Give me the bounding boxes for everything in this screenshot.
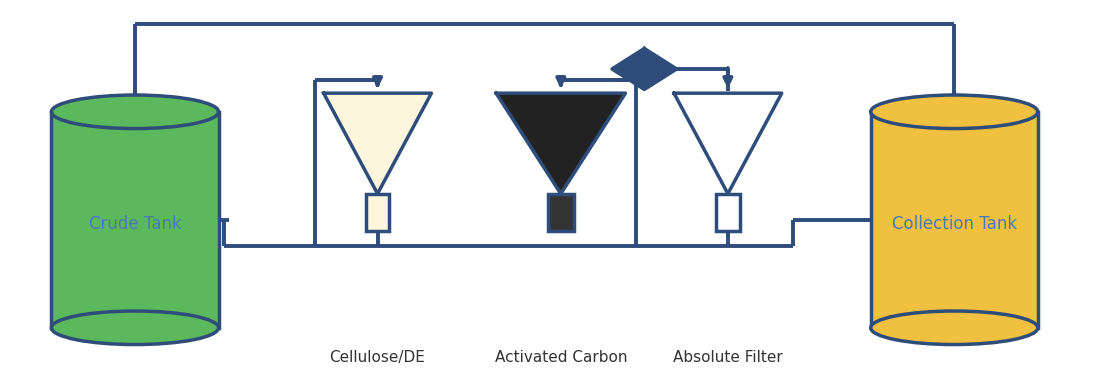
Bar <box>548 194 574 231</box>
Polygon shape <box>323 93 431 194</box>
Polygon shape <box>612 49 676 89</box>
Text: Collection Tank: Collection Tank <box>892 215 1016 233</box>
Text: Absolute Filter: Absolute Filter <box>673 350 783 365</box>
Ellipse shape <box>52 95 219 128</box>
Text: Cellulose/DE: Cellulose/DE <box>330 350 426 365</box>
Ellipse shape <box>871 95 1037 128</box>
Bar <box>871 112 1037 328</box>
Bar <box>716 194 739 231</box>
Polygon shape <box>496 93 626 194</box>
Bar <box>52 112 219 328</box>
Polygon shape <box>674 93 782 194</box>
Ellipse shape <box>52 311 219 345</box>
Bar <box>365 194 389 231</box>
Ellipse shape <box>871 311 1037 345</box>
Text: Crude Tank: Crude Tank <box>89 215 182 233</box>
Text: Activated Carbon: Activated Carbon <box>495 350 627 365</box>
